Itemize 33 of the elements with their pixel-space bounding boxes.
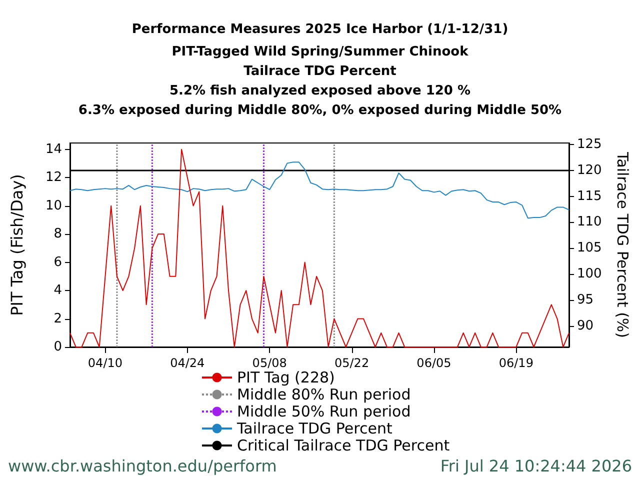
y2-tick-label: 90 bbox=[577, 318, 594, 334]
legend-label: PIT Tag (228) bbox=[237, 368, 335, 386]
y2-tick-label: 120 bbox=[577, 162, 602, 178]
legend-label: Middle 50% Run period bbox=[237, 402, 411, 420]
y2-tick-label: 105 bbox=[577, 240, 602, 256]
y2-tick-label: 110 bbox=[577, 214, 602, 230]
y-axis-title: PIT Tag (Fish/Day) bbox=[8, 174, 26, 316]
x-tick-label: 06/19 bbox=[498, 356, 534, 370]
y-tick-label: 10 bbox=[45, 198, 62, 214]
legend-label: Tailrace TDG Percent bbox=[236, 420, 392, 438]
y-tick-label: 4 bbox=[54, 283, 62, 298]
text: www.cbr.washington.edu/perform bbox=[8, 456, 277, 476]
y2-tick-label: 100 bbox=[577, 266, 602, 282]
y2-tick-label: 95 bbox=[577, 292, 594, 308]
chart-title: Performance Measures 2025 Ice Harbor (1/1-12/31) bbox=[132, 22, 508, 37]
x-tick-label: 05/08 bbox=[252, 356, 287, 370]
y-tick-label: 8 bbox=[54, 226, 62, 242]
y2-tick-label: 125 bbox=[577, 137, 602, 152]
y2-tick-label: 115 bbox=[577, 188, 602, 204]
y-tick-label: 6 bbox=[54, 254, 62, 270]
text: Fri Jul 24 10:24:44 2026 bbox=[440, 456, 632, 476]
chart-subtitle: PIT-Tagged Wild Spring/Summer Chinook Tailrace TDG Percent 5.2% fish analyzed exposed above 120 % 6.3% exposed during Middle 80%, 0% exposed during Middle 50% bbox=[78, 44, 562, 118]
x-tick-label: 06/05 bbox=[416, 356, 452, 370]
y-tick-label: 12 bbox=[45, 170, 62, 186]
y-tick-label: 0 bbox=[54, 340, 62, 354]
x-tick-label: 04/24 bbox=[170, 356, 205, 370]
x-tick-label: 05/22 bbox=[334, 356, 370, 370]
y-tick-label: 2 bbox=[54, 311, 62, 326]
legend-label: Middle 80% Run period bbox=[237, 386, 411, 404]
legend-label: Critical Tailrace TDG Percent bbox=[237, 436, 450, 454]
x-tick-label: 04/10 bbox=[88, 356, 123, 370]
y2-axis-title: Tailrace TDG Percent (%) bbox=[614, 150, 632, 338]
y-tick-label: 14 bbox=[45, 142, 62, 157]
